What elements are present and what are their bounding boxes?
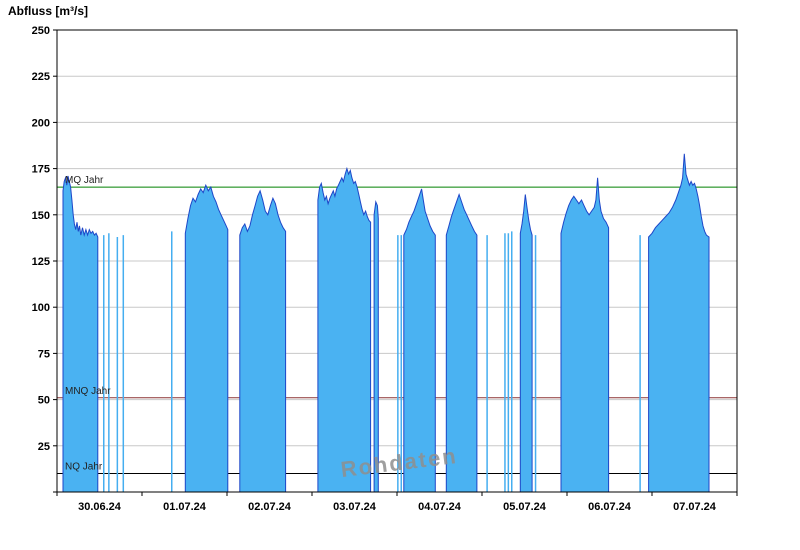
y-tick-label-25: 25	[38, 441, 50, 453]
area-segment-8	[560, 177, 610, 493]
y-tick-label-250: 250	[32, 25, 50, 37]
x-tick-label-02.07.24: 02.07.24	[248, 501, 292, 513]
area-segment-3	[317, 166, 372, 493]
area-segment-0	[62, 175, 99, 493]
reference-label-mnq-jahr: MNQ Jahr	[65, 386, 111, 397]
area-segment-1	[184, 183, 229, 493]
y-tick-label-100: 100	[32, 302, 50, 314]
area-segment-2	[239, 189, 287, 493]
chart-layers: MQ Jahr MNQ Jahr NQ Jahr 25 50 75 100 125 150 175…	[32, 25, 738, 513]
x-tick-label-30.06.24: 30.06.24	[78, 501, 122, 513]
x-tick-label-05.07.24: 05.07.24	[503, 501, 547, 513]
reference-label-nq-jahr: NQ Jahr	[65, 462, 103, 473]
y-tick-label-225: 225	[32, 71, 50, 83]
y-axis-title: Abfluss [m³/s]	[8, 4, 89, 18]
x-tick-label-06.07.24: 06.07.24	[588, 501, 632, 513]
y-tick-label-75: 75	[38, 348, 50, 360]
area-segment-7	[519, 194, 533, 493]
y-tick-label-150: 150	[32, 210, 50, 222]
reference-label-mq-jahr: MQ Jahr	[65, 175, 104, 186]
area-segment-4	[373, 200, 379, 493]
y-tick-label-125: 125	[32, 256, 50, 268]
x-tick-label-07.07.24: 07.07.24	[673, 501, 717, 513]
area-segment-9	[648, 153, 710, 493]
x-tick-label-03.07.24: 03.07.24	[333, 501, 377, 513]
y-tick-label-175: 175	[32, 164, 50, 176]
x-tick-label-01.07.24: 01.07.24	[163, 501, 207, 513]
area-segment-6	[445, 192, 478, 493]
y-tick-label-200: 200	[32, 117, 50, 129]
area-segment-5	[403, 188, 436, 493]
y-tick-label-50: 50	[38, 395, 50, 407]
x-tick-label-04.07.24: 04.07.24	[418, 501, 462, 513]
